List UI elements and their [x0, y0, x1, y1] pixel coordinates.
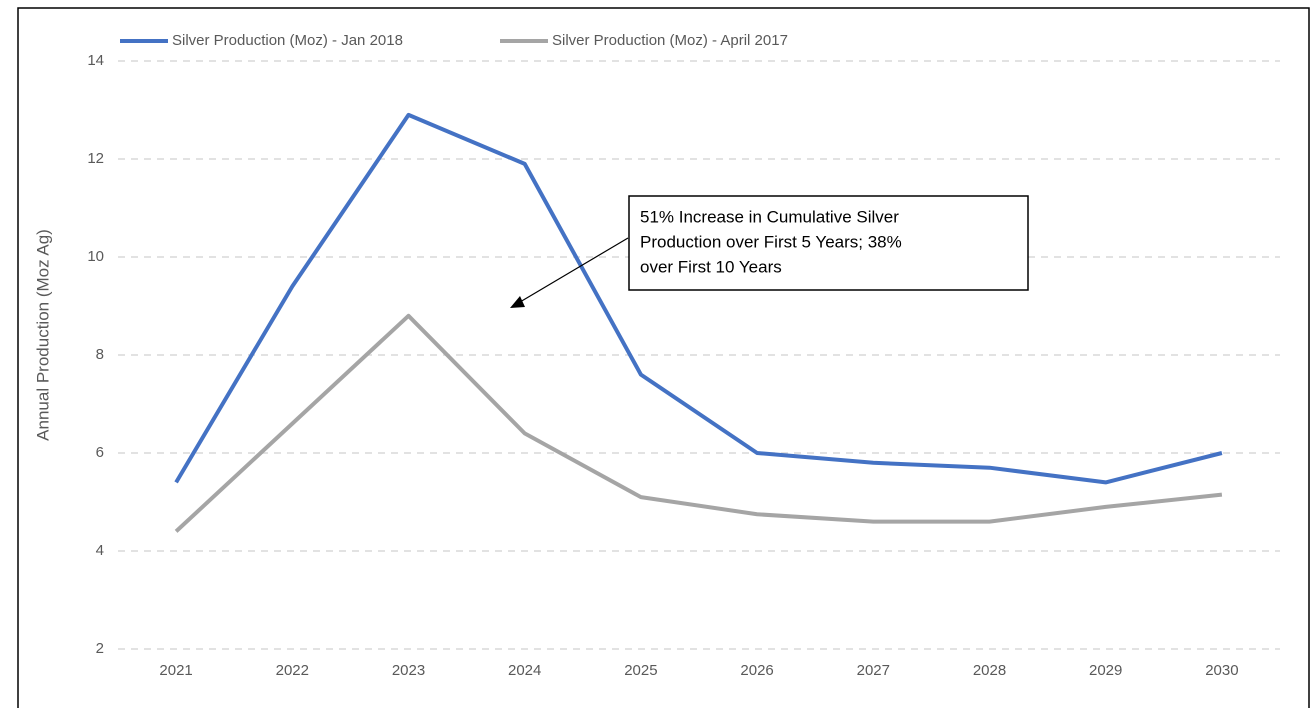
annotation-box	[628, 195, 1029, 291]
x-tick-label: 2025	[624, 662, 657, 679]
x-tick-label: 2026	[740, 662, 773, 679]
y-tick-label: 12	[87, 150, 104, 167]
series-line	[174, 313, 1223, 533]
y-tick-label: 10	[87, 248, 104, 265]
y-tick-label: 4	[96, 542, 104, 559]
x-tick-label: 2022	[276, 662, 309, 679]
annotation-arrowhead	[510, 296, 525, 308]
annotation-arrow	[519, 237, 629, 303]
annotation-text: Production over First 5 Years; 38%	[640, 232, 902, 251]
annotation-text: over First 10 Years	[640, 257, 782, 276]
x-tick-label: 2028	[973, 662, 1006, 679]
legend-label: Silver Production (Moz) - Jan 2018	[172, 32, 403, 49]
x-tick-label: 2024	[508, 662, 541, 679]
x-tick-label: 2029	[1089, 662, 1122, 679]
y-tick-label: 2	[96, 640, 104, 657]
x-tick-label: 2023	[392, 662, 425, 679]
legend-label: Silver Production (Moz) - April 2017	[552, 32, 788, 49]
frame	[17, 7, 1310, 708]
annotation-text: 51% Increase in Cumulative Silver	[640, 207, 899, 226]
series-line	[174, 112, 1223, 485]
y-tick-label: 6	[96, 444, 104, 461]
x-tick-label: 2027	[857, 662, 890, 679]
x-tick-label: 2021	[159, 662, 192, 679]
y-tick-label: 8	[96, 346, 104, 363]
x-tick-label: 2030	[1205, 662, 1238, 679]
y-axis-label: Annual Production (Moz Ag)	[33, 229, 52, 441]
y-tick-label: 14	[87, 52, 104, 69]
